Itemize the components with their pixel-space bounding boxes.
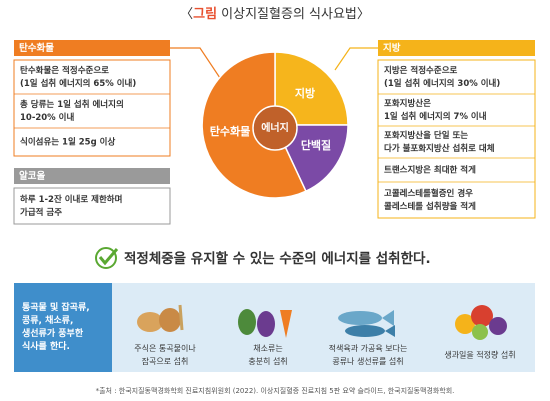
text-line: 총 당류는 1일 섭취 에너지의 (20, 99, 124, 110)
vegetable-icon (238, 309, 292, 338)
panel-heading-box (378, 40, 535, 56)
title-open: 〈 (180, 7, 193, 22)
panel-heading-box (14, 168, 170, 184)
text-line: 다가 불포화지방산 섭취로 대체 (384, 143, 495, 154)
title: 〈그림 이상지질혈증의 식사요법〉 (180, 7, 370, 22)
text-line: 고콜레스테롤혈증인 경우 (384, 188, 473, 199)
text-line: 충분히 섭취 (248, 356, 287, 366)
pie-center: 에너지 (261, 121, 289, 134)
text-line: 잡곡으로 섭취 (142, 356, 189, 366)
recommendation-heading-box (14, 283, 112, 372)
check-mark (98, 248, 119, 266)
text-line: 포화지방산을 단일 또는 (384, 130, 468, 141)
text-line: 생과일을 적정량 섭취 (444, 350, 515, 360)
text-line: 식이섬유는 1일 25g 이상 (20, 137, 115, 148)
panel-heading-box (14, 40, 170, 56)
fish-icon (338, 310, 395, 337)
pie-label: 단백질 (301, 138, 331, 152)
text-line: 지방은 적정수준으로 (384, 65, 458, 76)
panel-heading: 탄수화물 (19, 42, 54, 54)
text-line: 콩류, 채소류, (22, 314, 73, 326)
text-line: 통곡물 및 잡곡류, (22, 301, 90, 313)
pie-label: 지방 (295, 86, 315, 100)
text-line: 적색육과 가공육 보다는 (329, 343, 408, 353)
panel-box (377, 59, 536, 219)
panel-box (13, 59, 171, 157)
fruit-icon (455, 305, 507, 340)
text-line: (1일 섭취 에너지의 30% 이내) (384, 78, 500, 89)
text-line: 콩류나 생선류를 섭취 (332, 356, 403, 366)
pie-label: 탄수화물 (210, 124, 250, 138)
grain-icon (137, 304, 184, 332)
message: 적정체중을 유지할 수 있는 수준의 에너지를 섭취한다. (124, 250, 431, 267)
connector (170, 47, 221, 79)
text-line: 콜레스테롤 섭취량을 적게 (384, 201, 476, 212)
text-line: 채소류는 (253, 343, 282, 353)
text-line: 1일 섭취 에너지의 7% 이내 (384, 111, 487, 122)
title-close: 〉 (357, 7, 370, 22)
text-line: 탄수화물은 적정수준으로 (20, 65, 109, 76)
text-line: (1일 섭취 에너지의 65% 이내) (20, 78, 136, 89)
title-label: 그림 (193, 7, 217, 22)
check-icon (95, 247, 117, 269)
panel-box (13, 187, 171, 225)
panel-heading: 알코올 (19, 170, 45, 182)
text-line: 포화지방산은 (384, 98, 431, 109)
text-line: 하루 1-2잔 이내로 제한하며 (20, 194, 122, 205)
text-line: 가급적 금주 (20, 207, 62, 218)
text-line: 식사를 한다. (22, 340, 70, 352)
text-line: 생선류가 풍부한 (22, 327, 84, 339)
source: *출처 : 한국지질동맥경화학회 진료지침위원회 (2022). 이상지질혈증 … (96, 386, 455, 395)
title-text: 이상지질혈증의 식사요법 (217, 7, 357, 22)
text-line: 트랜스지방은 최대한 적게 (384, 165, 476, 176)
pie: 에너지 탄수화물 지방 단백질 (201, 51, 349, 199)
connector (334, 47, 378, 71)
text-line: 10-20% 이내 (20, 112, 74, 123)
text-line: 주식은 통곡물이나 (134, 343, 196, 353)
panel-heading: 지방 (383, 42, 401, 54)
center-circle (252, 105, 298, 151)
fat-slice (274, 51, 349, 126)
